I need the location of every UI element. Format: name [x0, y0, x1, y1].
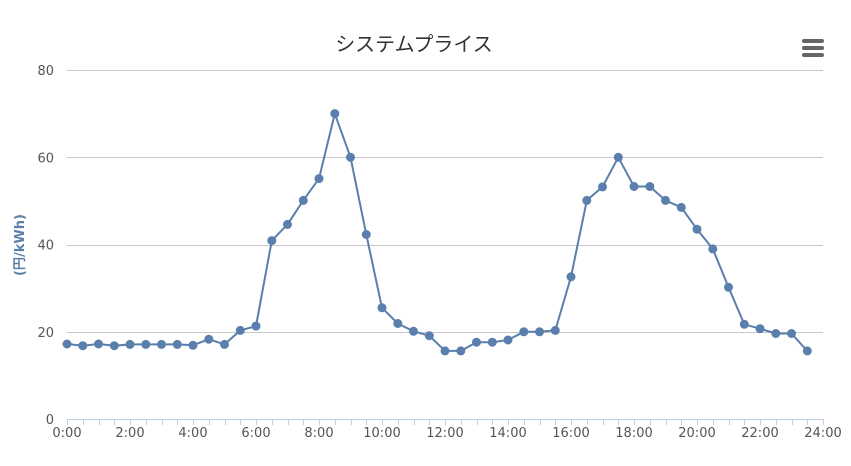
- data-point[interactable]: [487, 337, 497, 347]
- series-group: [62, 109, 812, 356]
- data-point[interactable]: [393, 319, 403, 328]
- data-point[interactable]: [283, 219, 292, 229]
- data-point[interactable]: [440, 346, 450, 356]
- data-point[interactable]: [503, 335, 513, 345]
- x-tick-label: 10:00: [363, 426, 400, 441]
- data-point[interactable]: [188, 340, 198, 350]
- data-point[interactable]: [346, 152, 355, 162]
- data-point[interactable]: [535, 327, 544, 337]
- data-point[interactable]: [519, 327, 529, 337]
- y-tick-label: 60: [37, 151, 54, 166]
- data-point[interactable]: [204, 334, 214, 344]
- data-point[interactable]: [157, 339, 166, 349]
- data-point[interactable]: [409, 326, 418, 336]
- data-point[interactable]: [708, 244, 718, 254]
- x-tick-label: 4:00: [178, 426, 207, 441]
- data-point[interactable]: [755, 324, 765, 334]
- data-point[interactable]: [109, 341, 119, 351]
- x-axis-labels: 0:00 2:00 4:00 6:00 8:00 10:00 12:00 14:00 16:00…: [52, 426, 841, 441]
- x-tick-label: 14:00: [489, 426, 526, 441]
- data-point[interactable]: [771, 329, 781, 338]
- y-axis-title: (円/kWh): [13, 214, 28, 276]
- x-tick-label: 18:00: [615, 426, 652, 441]
- data-point[interactable]: [613, 152, 623, 162]
- data-point[interactable]: [739, 319, 749, 329]
- data-point[interactable]: [330, 109, 340, 119]
- data-point[interactable]: [361, 230, 371, 239]
- chart-title: システムプライス: [335, 32, 493, 56]
- x-tick-label: 22:00: [741, 426, 778, 441]
- data-point[interactable]: [78, 341, 88, 351]
- x-tick-label: 0:00: [52, 426, 81, 441]
- y-tick-label: 40: [37, 239, 54, 254]
- data-point[interactable]: [582, 195, 592, 205]
- y-tick-label: 80: [37, 64, 54, 79]
- x-tick-label: 2:00: [115, 426, 144, 441]
- data-point[interactable]: [141, 339, 151, 349]
- data-point[interactable]: [235, 325, 245, 335]
- data-point[interactable]: [598, 182, 607, 192]
- x-tick-label: 20:00: [678, 426, 715, 441]
- data-point[interactable]: [676, 202, 686, 212]
- y-tick-label: 0: [46, 413, 54, 428]
- data-point[interactable]: [645, 182, 655, 191]
- grid-lines: [67, 70, 823, 333]
- data-point[interactable]: [787, 329, 796, 338]
- chart-menu-button[interactable]: [799, 35, 827, 61]
- data-point[interactable]: [724, 282, 733, 292]
- data-point[interactable]: [314, 174, 324, 184]
- x-axis: [67, 419, 824, 425]
- data-point[interactable]: [692, 224, 702, 234]
- x-tick-label: 16:00: [552, 426, 589, 441]
- data-point[interactable]: [377, 303, 387, 313]
- data-point[interactable]: [94, 339, 103, 349]
- data-point[interactable]: [566, 272, 576, 282]
- data-point[interactable]: [550, 325, 560, 335]
- data-point[interactable]: [472, 337, 481, 347]
- data-point[interactable]: [424, 331, 434, 341]
- data-point[interactable]: [661, 195, 670, 205]
- data-point[interactable]: [298, 195, 308, 205]
- y-tick-label: 20: [37, 326, 54, 341]
- data-point[interactable]: [267, 236, 277, 246]
- x-tick-label: 12:00: [426, 426, 463, 441]
- data-point[interactable]: [220, 339, 229, 349]
- x-tick-label: 24:00: [804, 426, 841, 441]
- data-point[interactable]: [802, 346, 812, 356]
- data-point[interactable]: [125, 339, 135, 349]
- menu-bar-bottom: [802, 53, 824, 57]
- data-point[interactable]: [629, 182, 639, 191]
- data-point[interactable]: [251, 321, 261, 331]
- menu-bar-middle: [802, 46, 824, 50]
- x-tick-label: 8:00: [304, 426, 333, 441]
- menu-bar-top: [802, 39, 824, 43]
- y-axis: 0 20 40 60 80: [37, 64, 54, 428]
- data-point[interactable]: [456, 346, 466, 356]
- data-point[interactable]: [172, 339, 182, 349]
- x-tick-label: 6:00: [241, 426, 270, 441]
- data-point[interactable]: [62, 339, 72, 349]
